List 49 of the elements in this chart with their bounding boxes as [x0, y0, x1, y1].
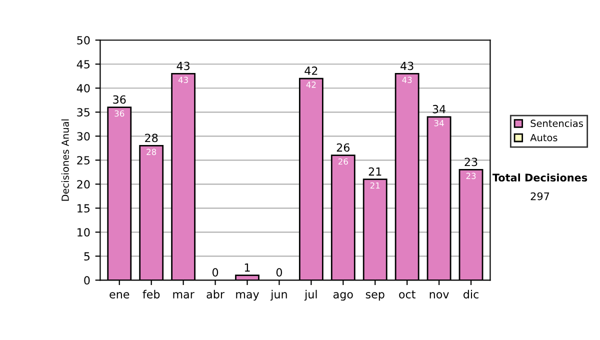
x-tick-label: sep	[366, 292, 384, 301]
y-tick-label: 45	[76, 60, 90, 69]
x-tick-label: dic	[464, 290, 478, 298]
y-tick-label: 20	[77, 180, 90, 189]
y-tick-label: 35	[77, 108, 90, 117]
y-tick-label: 30	[77, 132, 90, 141]
total-label: 23	[464, 158, 478, 166]
x-tick-label: nov	[430, 292, 449, 298]
y-tick-label: 50	[77, 36, 90, 44]
x-tick-label: ago	[333, 292, 353, 301]
x-tick-label: ene	[110, 292, 130, 298]
total-label: 28	[145, 134, 158, 142]
x-tick-label: jun	[270, 290, 287, 301]
y-tick-label: 10	[78, 228, 90, 237]
data-label: 36	[114, 110, 124, 117]
x-tick-label: oct	[399, 290, 416, 298]
data-label: 43	[178, 76, 188, 84]
total-label: 21	[368, 167, 382, 176]
data-label: 21	[370, 182, 380, 189]
y-tick-label: 15	[78, 204, 90, 213]
y-tick-label: 25	[77, 156, 90, 165]
data-label: 28	[146, 148, 156, 156]
y-tick-label: 0	[84, 276, 90, 285]
x-tick-label: jul	[304, 290, 317, 301]
total-label: 0	[276, 268, 282, 277]
total-label: 34	[432, 104, 446, 114]
y-tick-label: 40	[76, 84, 90, 93]
text: 297	[530, 192, 550, 200]
y-tick-label: 5	[84, 252, 90, 261]
data-label: 26	[338, 158, 348, 165]
x-tick-label: mar	[173, 292, 194, 298]
total-label: 1	[244, 264, 250, 272]
x-tick-label: feb	[142, 290, 160, 298]
text: Total Decisiones	[492, 173, 588, 182]
total-label: 42	[304, 66, 318, 75]
data-label: 43	[402, 76, 412, 84]
data-label: 42	[306, 82, 316, 88]
y-axis-title: Decisiones Anual	[61, 119, 69, 201]
x-tick-label: may	[236, 292, 260, 301]
total-label: 43	[400, 62, 414, 70]
total-label: 36	[113, 95, 126, 104]
total-label: 26	[336, 143, 350, 152]
x-tick-label: abr	[206, 290, 224, 298]
legend-label: Autos	[530, 134, 558, 142]
legend-label: Sentencias	[530, 119, 583, 128]
data-label: 23	[466, 172, 476, 180]
data-label: 34	[434, 120, 444, 126]
total-label: 0	[212, 268, 218, 277]
total-label: 43	[176, 62, 190, 70]
